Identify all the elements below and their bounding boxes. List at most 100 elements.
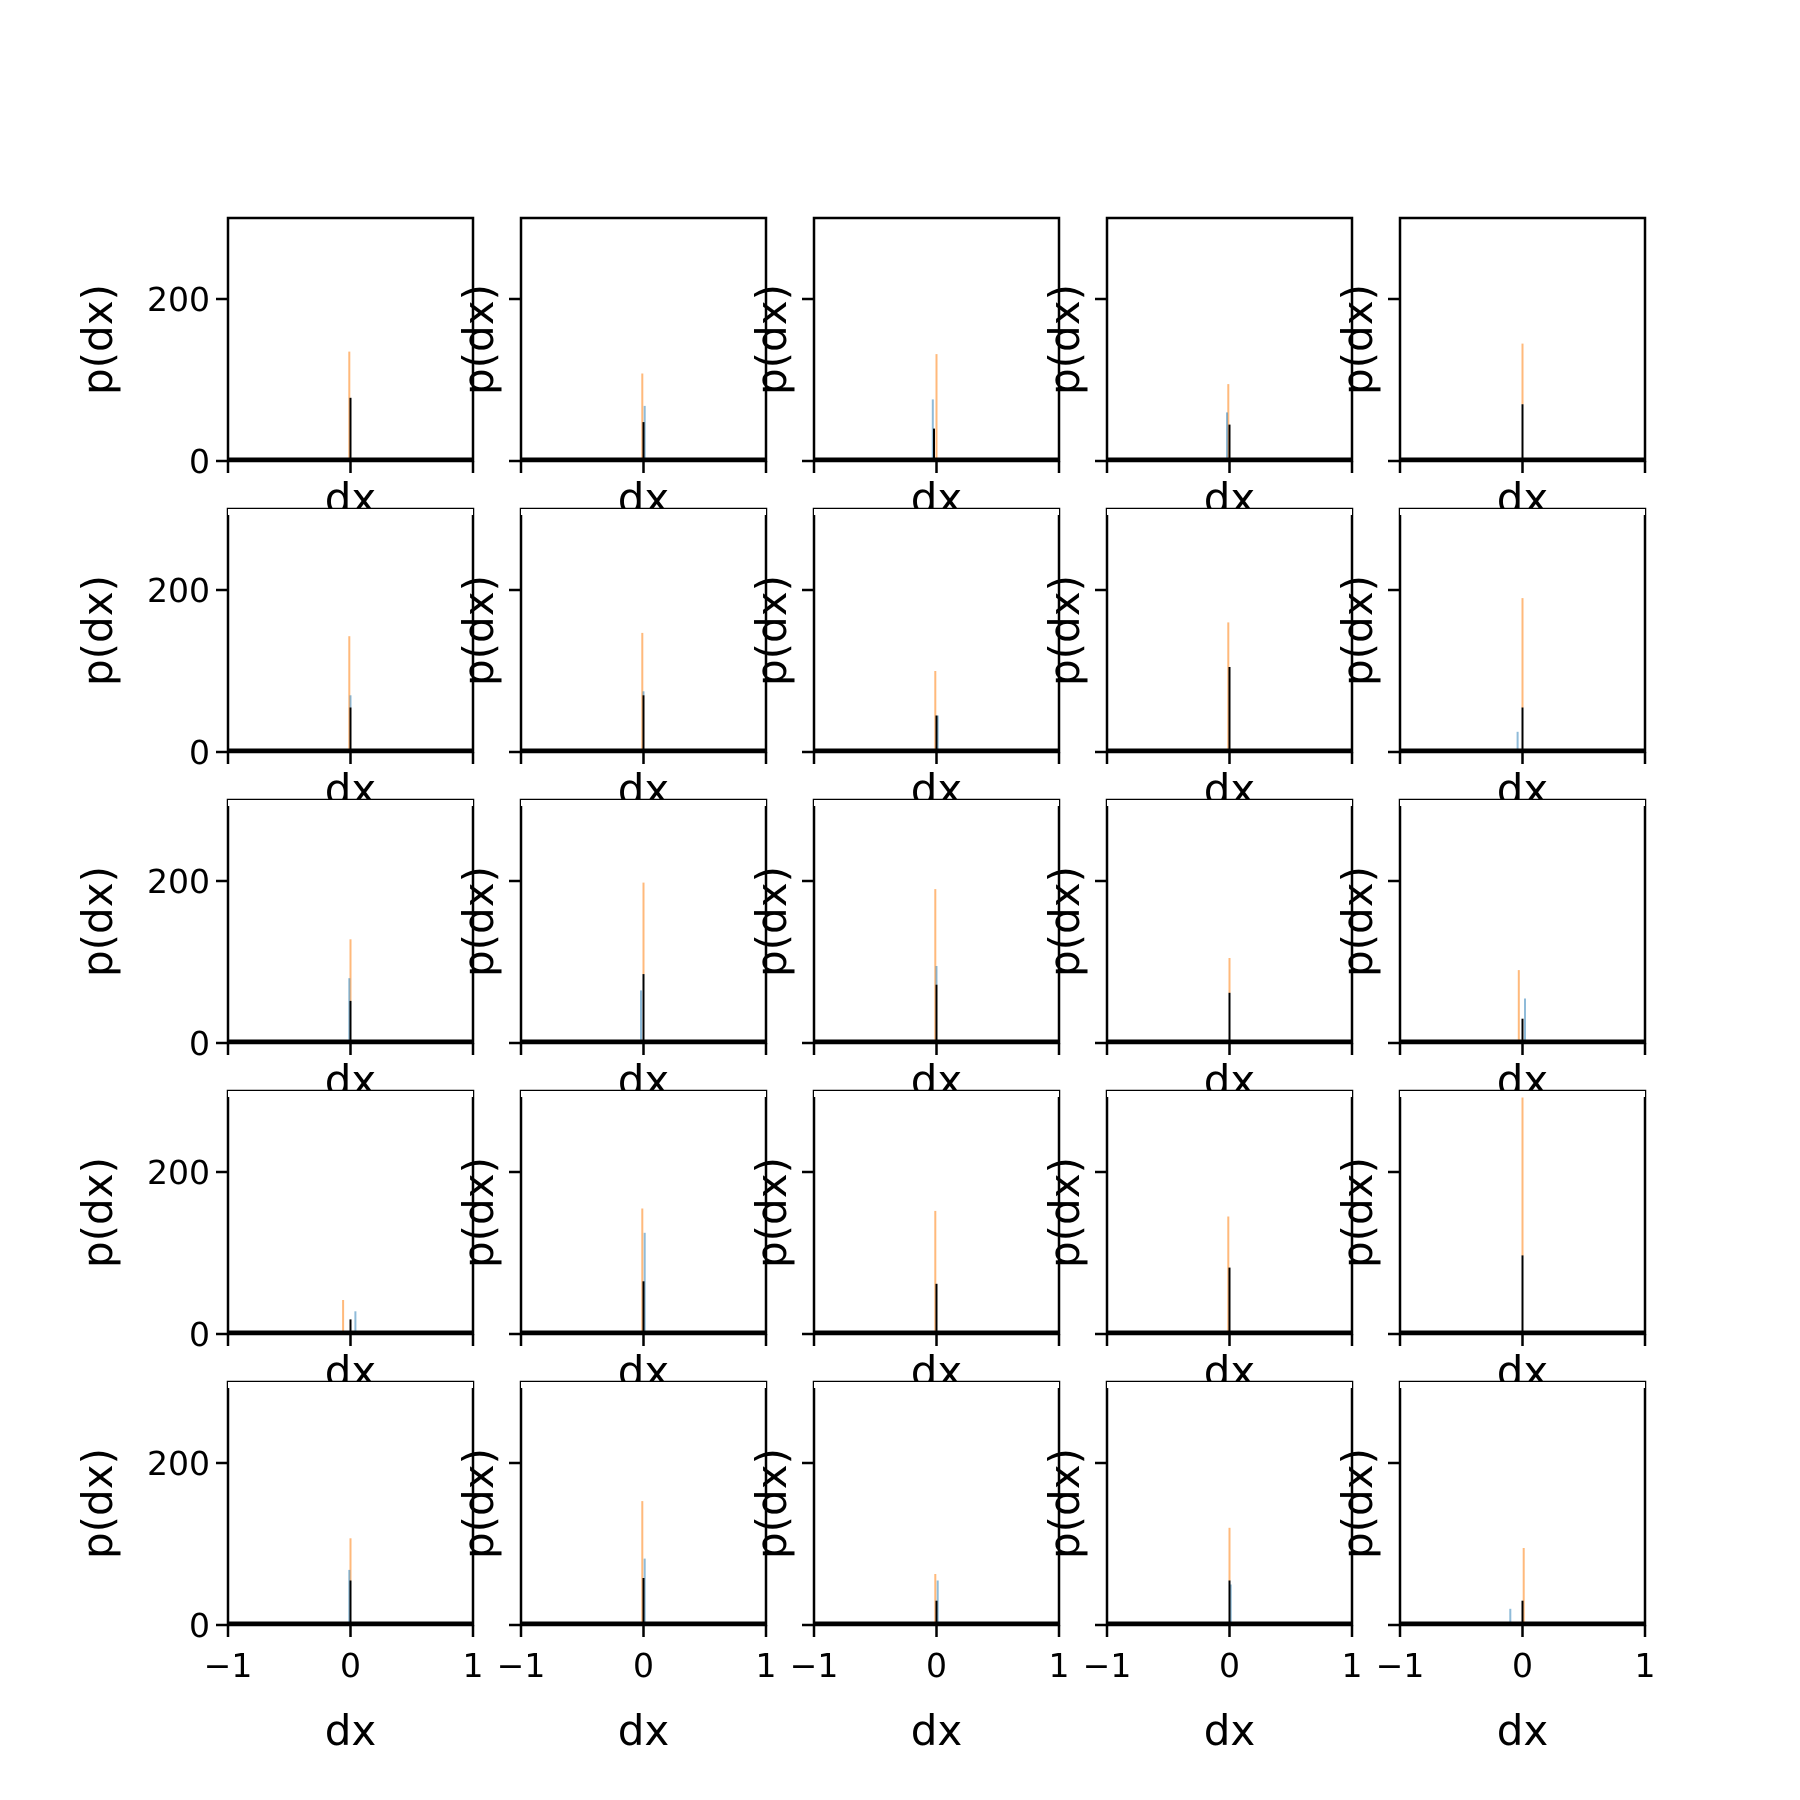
bar-blue-0 (1509, 1608, 1512, 1625)
bar-orange-0 (934, 1574, 937, 1625)
y-tick-label: 0 (189, 1606, 210, 1645)
bar-orange-0 (641, 1208, 644, 1334)
subplot-1-3: dx p(dx) (747, 216, 1061, 523)
y-axis-label: p(dx) (73, 575, 122, 686)
x-axis-label: dx (911, 765, 963, 814)
y-tick-label: 200 (147, 571, 210, 610)
x-tick-label: 0 (1512, 1646, 1533, 1685)
y-tick-label: 0 (189, 1315, 210, 1354)
x-axis-label: dx (911, 474, 963, 523)
bar-blue-0 (643, 405, 646, 461)
x-axis-label: dx (325, 765, 377, 814)
subplot-4-4: dx p(dx) (1040, 1089, 1354, 1396)
bar-black-0 (935, 984, 938, 1043)
bar-blue-0 (354, 1311, 357, 1334)
x-axis-label: dx (1204, 1706, 1256, 1755)
bar-blue-0 (931, 399, 934, 461)
bar-black-0 (1228, 1267, 1231, 1334)
x-axis-label: dx (911, 1347, 963, 1396)
y-axis-label: p(dx) (73, 866, 122, 977)
bar-black-0 (935, 1283, 938, 1334)
overlap-mask (814, 509, 1059, 515)
overlap-mask (1400, 1091, 1645, 1097)
overlap-mask (228, 1091, 473, 1097)
subplot-4-2: dx p(dx) (454, 1089, 768, 1396)
x-tick-label: −1 (1376, 1646, 1425, 1685)
x-axis-label: dx (1497, 1347, 1549, 1396)
bar-black-0 (349, 1580, 352, 1625)
subplot-1-4: dx p(dx) (1040, 216, 1354, 523)
bar-black-0 (935, 1600, 938, 1625)
bar-orange-0 (349, 939, 352, 1043)
x-axis-label: dx (1204, 474, 1256, 523)
bar-orange-0 (934, 1210, 937, 1334)
subplot-3-4: dx p(dx) (1040, 798, 1354, 1105)
x-tick-label: 0 (340, 1646, 361, 1685)
x-axis-label: dx (1497, 765, 1549, 814)
subplot-5-4: −1 0 1 dx p(dx) (1040, 1380, 1363, 1755)
bar-blue-0 (936, 1580, 939, 1625)
y-axis-label: p(dx) (454, 575, 503, 686)
overlap-mask (1107, 1091, 1352, 1097)
x-axis-label: dx (618, 474, 670, 523)
x-tick-label: −1 (497, 1646, 546, 1685)
bar-orange-0 (1227, 1216, 1230, 1334)
bar-orange-0 (642, 882, 645, 1043)
bar-orange-0 (641, 373, 644, 461)
bar-orange-0 (1517, 970, 1520, 1043)
x-axis-label: dx (325, 1056, 377, 1105)
y-tick-label: 0 (189, 733, 210, 772)
subplot-4-5: dx p(dx) (1333, 1089, 1647, 1396)
y-tick-label: 0 (189, 1024, 210, 1063)
bar-blue-0 (1524, 998, 1526, 1043)
bar-black-0 (1228, 667, 1231, 752)
bar-black-0 (1228, 1580, 1231, 1625)
y-axis-label: p(dx) (1333, 866, 1382, 977)
y-axis-label: p(dx) (1333, 284, 1382, 395)
y-axis-label: p(dx) (1040, 575, 1089, 686)
y-axis-label: p(dx) (747, 1448, 796, 1559)
y-axis-label: p(dx) (1333, 1448, 1382, 1559)
bar-black-0 (642, 695, 645, 752)
x-tick-label: −1 (790, 1646, 839, 1685)
x-tick-label: 1 (463, 1646, 484, 1685)
x-tick-label: 1 (1635, 1646, 1656, 1685)
x-tick-label: 1 (756, 1646, 777, 1685)
bar-orange-0 (1227, 622, 1230, 752)
overlap-mask (1400, 1382, 1645, 1388)
x-tick-label: −1 (1083, 1646, 1132, 1685)
x-axis-label: dx (325, 1347, 377, 1396)
x-axis-label: dx (911, 1056, 963, 1105)
bar-orange-0 (348, 351, 351, 461)
y-axis-label: p(dx) (747, 575, 796, 686)
y-axis-label: p(dx) (1333, 1157, 1382, 1268)
overlap-mask (228, 1382, 473, 1388)
bar-black-0 (642, 1578, 645, 1625)
bar-orange-0 (641, 1501, 644, 1625)
bar-black-0 (1521, 707, 1524, 752)
y-axis-label: p(dx) (747, 866, 796, 977)
bar-black-0 (1228, 424, 1231, 461)
bar-black-0 (933, 428, 935, 461)
overlap-mask (228, 800, 473, 806)
y-axis-label: p(dx) (73, 1448, 122, 1559)
y-axis-label: p(dx) (1040, 866, 1089, 977)
y-axis-label: p(dx) (1333, 575, 1382, 686)
bar-orange-0 (1227, 384, 1230, 461)
y-tick-label: 200 (147, 1444, 210, 1483)
bar-blue-0 (348, 1569, 351, 1625)
x-tick-label: −1 (204, 1646, 253, 1685)
subplot-panels: 0 200 dx p(dx) dx p(dx) dx p(dx) dx p(dx) dx p(dx) 0… (73, 216, 1656, 1755)
bar-blue-0 (643, 1558, 646, 1625)
overlap-mask (1107, 509, 1352, 515)
x-axis-label: dx (325, 1706, 377, 1755)
subplot-2-3: dx p(dx) (747, 507, 1061, 814)
x-axis-label: dx (618, 1706, 670, 1755)
x-tick-label: 0 (1219, 1646, 1240, 1685)
overlap-mask (521, 509, 766, 515)
bar-orange-0 (1521, 1097, 1524, 1334)
bar-blue-0 (1516, 731, 1519, 753)
overlap-mask (1400, 509, 1645, 515)
bar-black-0 (642, 1281, 645, 1334)
